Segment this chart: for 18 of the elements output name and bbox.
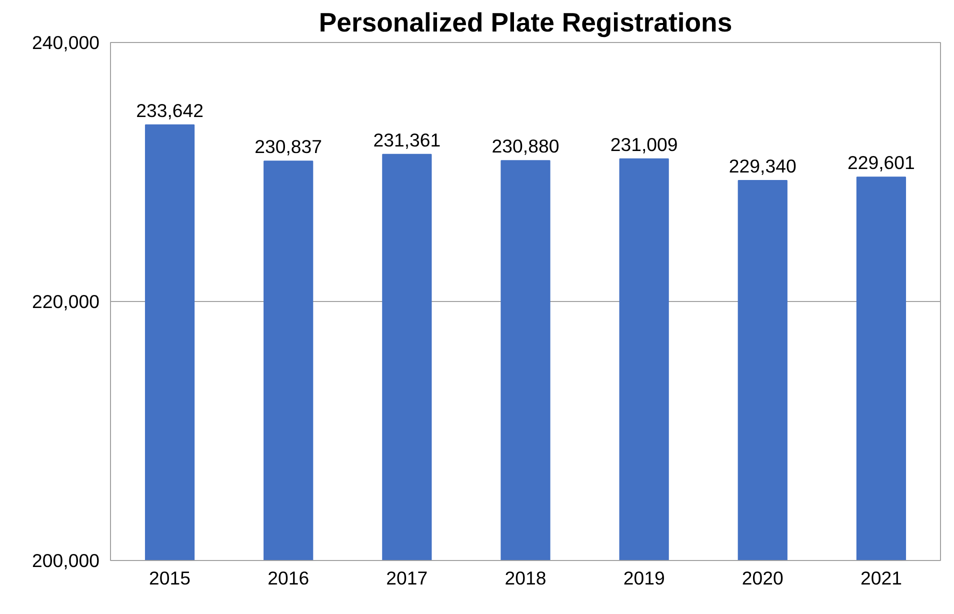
x-tick-label: 2016	[268, 568, 310, 588]
data-label: 230,837	[254, 136, 322, 158]
y-tick-label: 220,000	[32, 291, 100, 312]
x-tick-label: 2018	[504, 568, 546, 588]
data-label: 229,601	[847, 152, 915, 174]
data-label: 230,880	[492, 136, 560, 157]
x-tick-label: 2015	[149, 568, 191, 588]
data-label: 231,361	[373, 129, 441, 150]
x-tick-label: 2020	[742, 568, 784, 588]
x-tick-label: 2019	[623, 568, 665, 588]
y-tick-label: 200,000	[32, 550, 100, 571]
data-label: 233,642	[136, 100, 204, 121]
y-tick-label: 240,000	[32, 32, 100, 53]
data-label: 229,340	[728, 156, 796, 177]
x-tick-label: 2017	[386, 568, 428, 588]
chart-title: Personalized Plate Registrations	[318, 8, 732, 38]
data-label: 231,009	[610, 134, 678, 155]
x-tick-label: 2021	[860, 568, 902, 588]
